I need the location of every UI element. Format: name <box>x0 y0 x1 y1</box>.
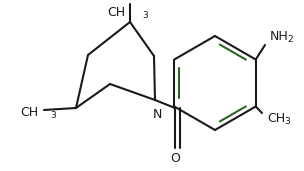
Text: NH: NH <box>270 30 289 43</box>
Text: N: N <box>152 108 162 121</box>
Text: 3: 3 <box>142 11 148 21</box>
Text: CH: CH <box>267 111 285 124</box>
Text: O: O <box>170 152 180 165</box>
Text: CH: CH <box>107 6 125 19</box>
Text: 2: 2 <box>287 36 293 44</box>
Text: 3: 3 <box>50 110 56 120</box>
Text: 3: 3 <box>284 116 290 126</box>
Text: CH: CH <box>20 106 38 119</box>
